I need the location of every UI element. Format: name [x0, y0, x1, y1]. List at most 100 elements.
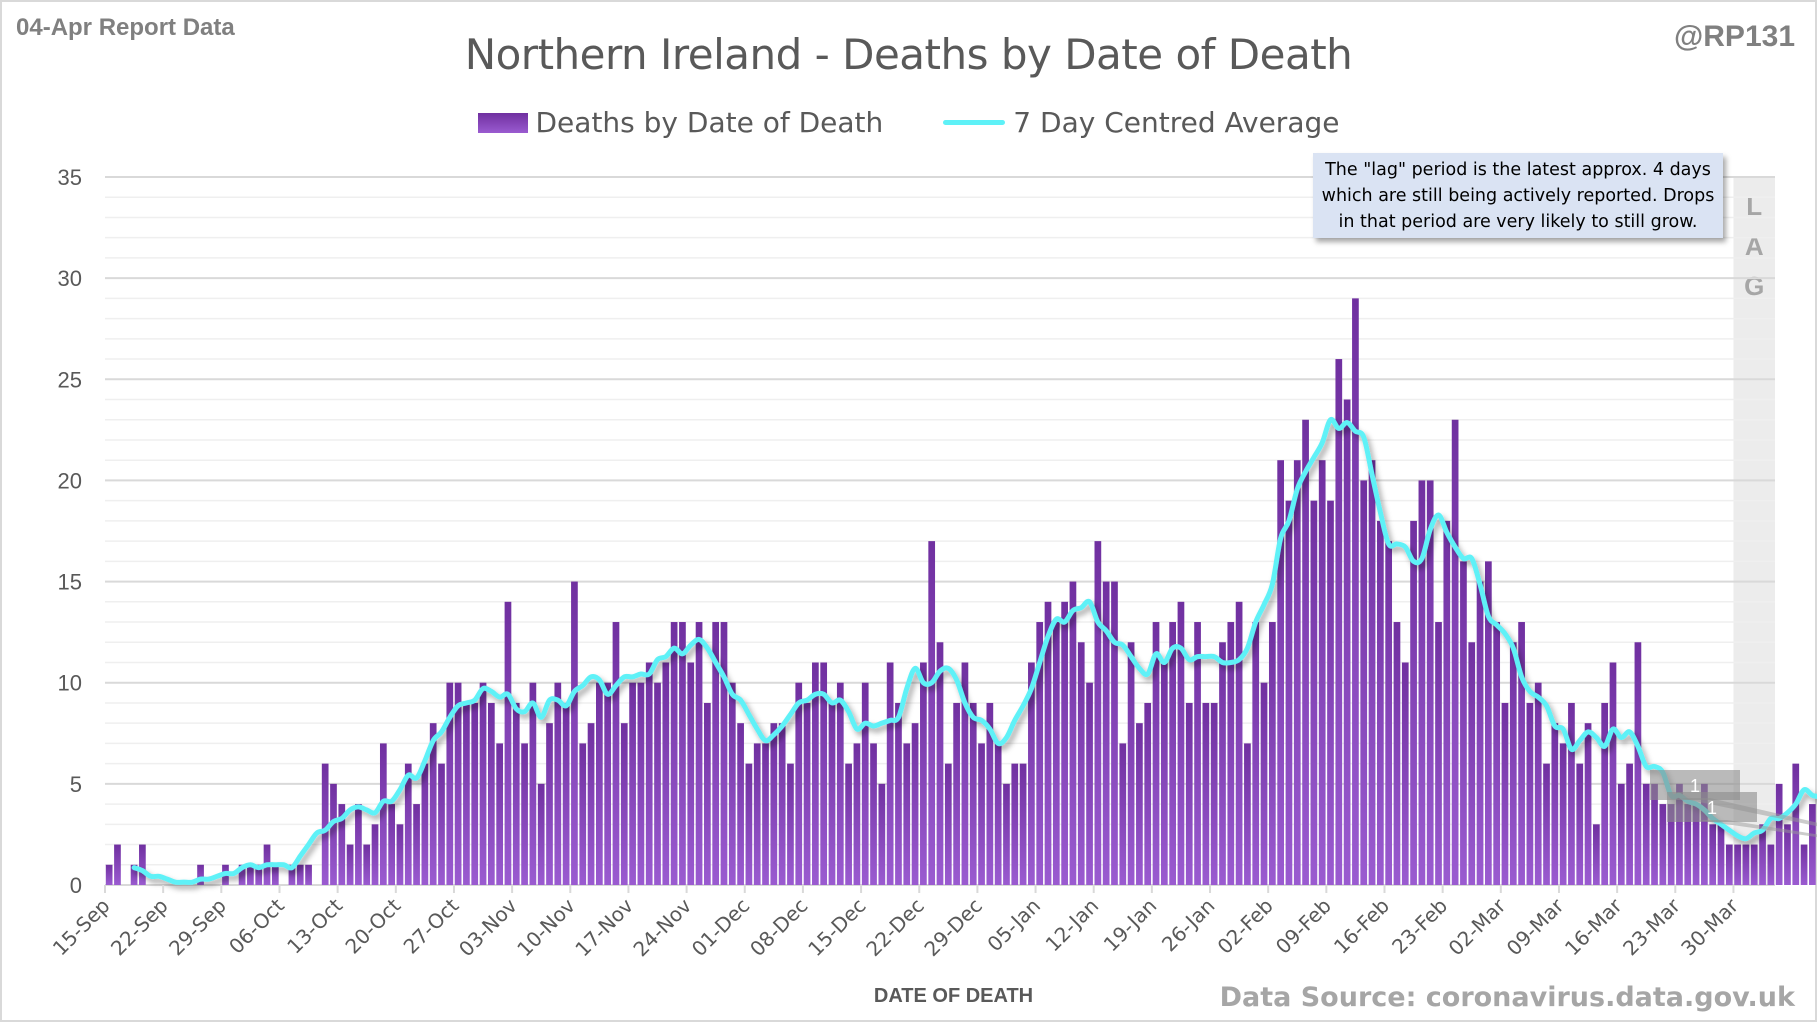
lag-letter: L: [1746, 191, 1762, 221]
x-tick-label: 23-Mar: [1618, 893, 1685, 960]
death-bar: [1609, 662, 1617, 885]
death-bar: [238, 864, 246, 885]
death-bar: [255, 864, 263, 885]
death-bar: [861, 682, 869, 885]
death-bar: [1127, 642, 1135, 885]
death-bar: [288, 864, 296, 885]
death-bar: [1468, 642, 1476, 885]
death-bar: [1036, 622, 1044, 885]
x-tick-label: 05-Jan: [982, 894, 1045, 957]
death-bar: [521, 743, 528, 885]
death-bar: [928, 541, 936, 885]
death-bar: [1584, 723, 1592, 885]
death-bar: [720, 622, 728, 885]
death-bar: [1268, 622, 1276, 885]
death-bar: [1119, 743, 1127, 885]
death-bar: [1028, 662, 1035, 885]
death-bar: [562, 702, 570, 885]
death-bar: [1069, 581, 1077, 885]
death-bar: [1194, 622, 1201, 885]
death-bar: [1784, 824, 1791, 885]
death-bar: [1809, 804, 1816, 885]
death-bar: [1177, 601, 1185, 885]
death-bar: [363, 844, 371, 885]
death-bar: [1293, 460, 1301, 885]
death-bar: [629, 682, 636, 885]
legend-label-deaths: Deaths by Date of Death: [535, 106, 884, 139]
legend-line-swatch: [943, 120, 1006, 125]
death-bar: [1642, 783, 1650, 885]
death-bar: [454, 682, 462, 885]
death-bar: [396, 824, 404, 885]
death-bar: [620, 723, 628, 885]
death-bar: [645, 662, 653, 885]
death-bar: [1717, 824, 1725, 885]
death-bar: [496, 743, 504, 885]
lag-letter: G: [1744, 271, 1764, 301]
chart-title: Northern Ireland - Deaths by Date of Dea…: [464, 30, 1353, 79]
death-bar: [637, 682, 645, 885]
death-bar: [546, 723, 553, 885]
x-tick-label: 09-Feb: [1271, 894, 1336, 959]
x-tick-label: 01-Dec: [687, 894, 754, 961]
death-bar: [305, 864, 312, 885]
death-bar: [1426, 480, 1434, 885]
death-bar: [587, 723, 595, 885]
data-source: Data Source: coronavirus.data.gov.uk: [1219, 982, 1795, 1013]
x-tick-label: 16-Mar: [1560, 893, 1627, 960]
death-bar: [1451, 419, 1459, 885]
death-bar: [355, 804, 362, 885]
y-tick-label: 20: [58, 468, 82, 493]
death-bar: [321, 763, 329, 885]
y-tick-label: 25: [58, 367, 82, 392]
death-bar: [712, 622, 720, 885]
death-bar: [404, 763, 412, 885]
death-bar: [1767, 844, 1775, 885]
death-bar: [903, 743, 911, 885]
data-label-box: [1667, 792, 1757, 822]
death-bar: [1725, 844, 1733, 885]
death-bar: [1011, 763, 1019, 885]
x-tick-label: 26-Jan: [1157, 894, 1220, 957]
death-bar: [911, 723, 919, 885]
legend-label-average: 7 Day Centred Average: [1013, 106, 1340, 139]
death-bar: [886, 662, 894, 885]
death-bar: [1701, 783, 1708, 885]
x-tick-label: 19-Jan: [1099, 894, 1162, 957]
death-bar: [1385, 541, 1393, 885]
lag-band: [1733, 177, 1775, 885]
death-bar: [1327, 500, 1334, 885]
death-bar: [1401, 662, 1409, 885]
death-bar: [388, 804, 395, 885]
death-bar: [853, 743, 861, 885]
death-bar: [969, 702, 977, 885]
death-bar: [1435, 622, 1442, 885]
death-bar: [1518, 622, 1525, 885]
death-bar: [1077, 642, 1085, 885]
death-bar: [679, 622, 686, 885]
death-bar: [1651, 783, 1658, 885]
death-bar: [1709, 824, 1717, 885]
death-bar: [1559, 743, 1567, 885]
data-label-text: 1: [1690, 776, 1700, 796]
death-bar: [994, 743, 1002, 885]
death-bar: [1750, 844, 1758, 885]
death-bar: [1252, 622, 1260, 885]
death-bar: [438, 763, 445, 885]
death-bar: [920, 662, 927, 885]
death-bar: [1086, 682, 1093, 885]
death-bar: [296, 864, 304, 885]
death-bar: [346, 844, 354, 885]
death-bar: [1235, 601, 1243, 885]
death-bar: [878, 783, 886, 885]
death-bar: [961, 662, 969, 885]
death-bar: [1219, 642, 1226, 885]
death-bar: [1019, 763, 1027, 885]
x-tick-label: 22-Dec: [861, 894, 928, 961]
death-bar: [504, 601, 512, 885]
death-bar: [1676, 783, 1683, 885]
y-tick-label: 35: [58, 165, 82, 190]
death-bar: [737, 723, 744, 885]
death-bar: [1136, 723, 1143, 885]
death-bar: [1775, 783, 1783, 885]
